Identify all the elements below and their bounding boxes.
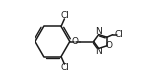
Text: O: O	[71, 37, 78, 46]
Text: Cl: Cl	[61, 11, 70, 20]
Text: N: N	[95, 47, 102, 56]
Text: N: N	[95, 27, 102, 36]
Text: Cl: Cl	[115, 30, 123, 39]
Text: O: O	[105, 41, 112, 50]
Text: Cl: Cl	[61, 63, 70, 72]
